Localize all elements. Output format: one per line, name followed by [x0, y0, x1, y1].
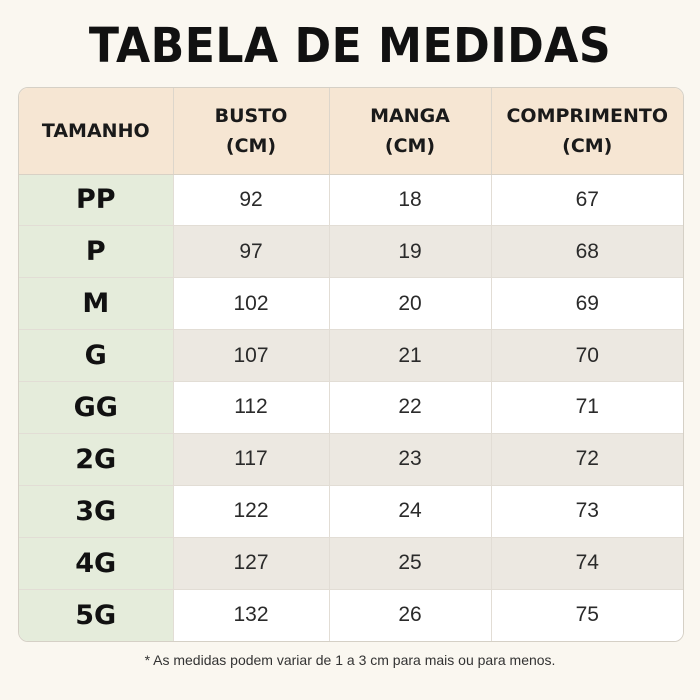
header-length-unit: (CM) — [562, 134, 613, 157]
sleeve-cell: 21 — [329, 329, 492, 382]
sleeve-cell: 22 — [329, 381, 492, 434]
length-cell: 70 — [491, 329, 683, 382]
table-row: GG 112 22 71 — [19, 381, 683, 434]
size-cell: 2G — [19, 433, 174, 486]
size-cell: 4G — [19, 537, 174, 590]
size-cell: GG — [19, 381, 174, 434]
size-cell: 3G — [19, 485, 174, 538]
length-cell: 74 — [491, 537, 683, 590]
table-row: 5G 132 26 75 — [19, 589, 683, 641]
size-cell: M — [19, 277, 174, 331]
bust-cell: 127 — [173, 537, 330, 590]
header-length: COMPRIMENTO (CM) — [491, 88, 683, 175]
header-bust: BUSTO (CM) — [173, 88, 330, 175]
length-cell: 75 — [491, 589, 683, 641]
table-row: M 102 20 69 — [19, 277, 683, 331]
sleeve-cell: 23 — [329, 433, 492, 486]
bust-cell: 112 — [173, 381, 330, 434]
length-cell: 71 — [491, 381, 683, 434]
header-bust-label: BUSTO — [214, 104, 288, 127]
sleeve-cell: 26 — [329, 589, 492, 641]
sleeve-cell: 20 — [329, 277, 492, 331]
sleeve-cell: 19 — [329, 225, 492, 279]
size-table: TAMANHO BUSTO (CM) MANGA (CM) COMPRIMENT… — [19, 88, 683, 641]
header-sleeve-unit: (CM) — [384, 134, 436, 157]
header-length-label: COMPRIMENTO — [506, 104, 669, 127]
size-cell: PP — [19, 174, 174, 227]
header-size: TAMANHO — [19, 88, 174, 175]
bust-cell: 102 — [173, 277, 330, 331]
size-cell: 5G — [19, 589, 174, 641]
bust-cell: 132 — [173, 589, 330, 641]
table-row: P 97 19 68 — [19, 225, 683, 279]
table-row: PP 92 18 67 — [19, 174, 683, 227]
sleeve-cell: 24 — [329, 485, 492, 538]
sleeve-cell: 25 — [329, 537, 492, 590]
size-cell: P — [19, 225, 174, 279]
length-cell: 69 — [491, 277, 683, 331]
page-title: TABELA DE MEDIDAS — [88, 18, 612, 74]
table-row: G 107 21 70 — [19, 329, 683, 382]
table-row: 4G 127 25 74 — [19, 537, 683, 590]
bust-cell: 97 — [173, 225, 330, 279]
bust-cell: 117 — [173, 433, 330, 486]
size-cell: G — [19, 329, 174, 382]
table-header-row: TAMANHO BUSTO (CM) MANGA (CM) COMPRIMENT… — [19, 88, 683, 175]
bust-cell: 122 — [173, 485, 330, 538]
table-row: 2G 117 23 72 — [19, 433, 683, 486]
header-bust-unit: (CM) — [225, 134, 277, 157]
length-cell: 68 — [491, 225, 683, 279]
footnote: * As medidas podem variar de 1 a 3 cm pa… — [144, 652, 556, 668]
table-row: 3G 122 24 73 — [19, 485, 683, 538]
length-cell: 72 — [491, 433, 683, 486]
length-cell: 67 — [491, 174, 683, 227]
header-sleeve-label: MANGA — [370, 104, 450, 127]
header-sleeve: MANGA (CM) — [329, 88, 492, 175]
length-cell: 73 — [491, 485, 683, 538]
size-table-container: TAMANHO BUSTO (CM) MANGA (CM) COMPRIMENT… — [18, 87, 684, 642]
bust-cell: 107 — [173, 329, 330, 382]
header-size-label: TAMANHO — [41, 119, 150, 142]
bust-cell: 92 — [173, 174, 330, 227]
sleeve-cell: 18 — [329, 174, 492, 227]
